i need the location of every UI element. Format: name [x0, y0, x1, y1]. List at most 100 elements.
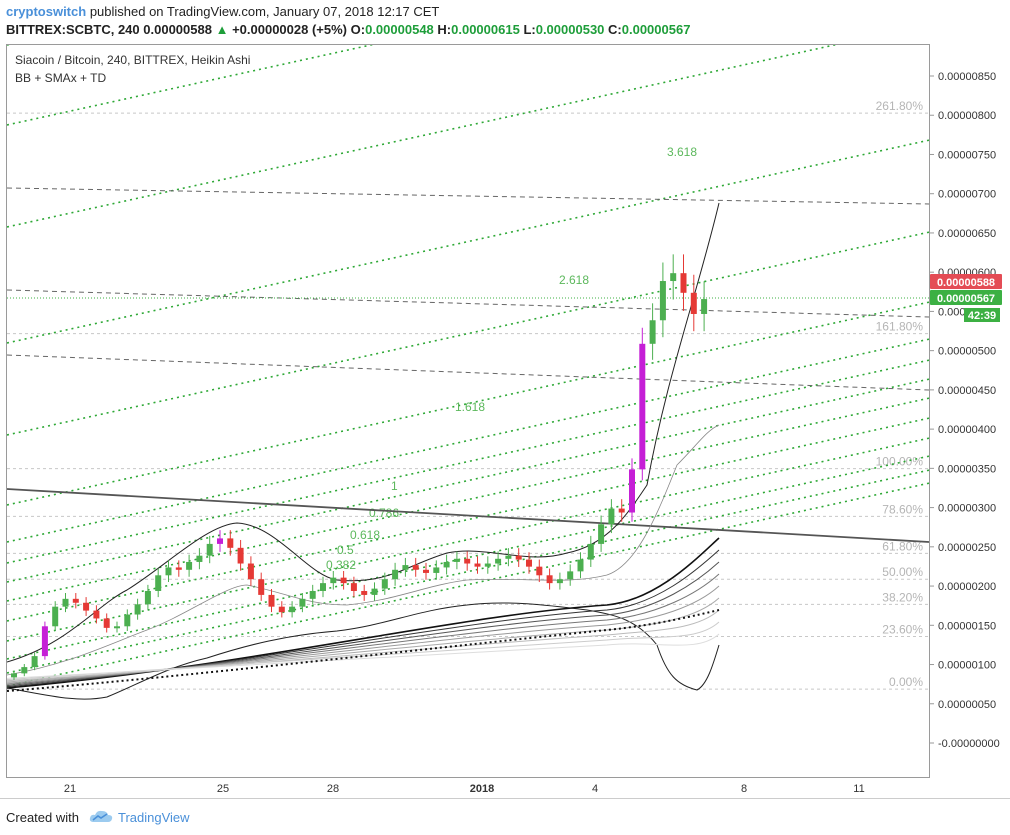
- price-tick-label: 0.00000700: [938, 189, 996, 201]
- countdown-badge-bg: [964, 308, 1000, 322]
- sma-ribbon-line: [7, 549, 720, 688]
- candle-body: [196, 555, 203, 562]
- fib-extension-label: 0.618: [350, 528, 380, 542]
- price-tick-label: 0.00000500: [938, 346, 996, 358]
- time-axis-canvas[interactable]: 21 25 28 2018 4 8 11: [6, 778, 930, 798]
- candle-body: [464, 558, 471, 564]
- candle-body: [515, 555, 522, 560]
- fib-retracement-label: 23.60%: [882, 622, 923, 636]
- candle-body: [124, 614, 131, 627]
- candle-body: [52, 606, 59, 627]
- candle-body: [484, 563, 491, 567]
- price-tick-label: 0.00000250: [938, 542, 996, 554]
- candle-body: [371, 588, 378, 595]
- legend-indicators[interactable]: BB + SMAx + TD: [15, 71, 107, 85]
- candle-body: [443, 561, 450, 568]
- candle-body: [381, 579, 388, 589]
- fib-extension-line: [7, 482, 929, 687]
- change-value: +0.00000028 (+5%): [232, 22, 348, 37]
- fib-extension-label: 1.618: [455, 400, 485, 414]
- price-tick-label: 0.00000050: [938, 699, 996, 711]
- author-link[interactable]: cryptoswitch: [6, 4, 87, 19]
- price-tick-label: 0.00000850: [938, 71, 996, 83]
- fib-extension-label: 1: [391, 479, 398, 493]
- fib-extension-line: [7, 301, 929, 506]
- dashed-trend-line: [7, 354, 929, 391]
- last-price-badge-bg: [930, 274, 1002, 289]
- candle-body: [701, 299, 708, 314]
- chart-canvas[interactable]: 261.80% 161.80% 100.00% 78.60% 61.80% 50.00% 3…: [7, 45, 929, 777]
- candle-body: [330, 577, 337, 584]
- tradingview-cloud-icon: [89, 810, 113, 822]
- price-tick-label: 0.00000300: [938, 503, 996, 515]
- bollinger-lower-band: [7, 602, 720, 700]
- candle-body: [299, 598, 306, 607]
- fib-extension-label: 0.5: [337, 543, 354, 557]
- candle-body: [505, 555, 512, 559]
- candle-body: [350, 583, 357, 591]
- price-tick-label: 0.00000650: [938, 228, 996, 240]
- sma-long-dotted: [7, 609, 720, 692]
- candle-body: [546, 575, 553, 584]
- open-label: O:: [350, 22, 366, 37]
- candle-body: [392, 569, 399, 580]
- price-tick-label: 0.00000450: [938, 385, 996, 397]
- candle-body: [629, 469, 635, 513]
- price-axis[interactable]: 0.00000850 0.00000800 0.00000750 0.00000700…: [930, 44, 1010, 778]
- fib-extension-line: [7, 378, 929, 583]
- candle-body: [361, 590, 368, 595]
- candle-body: [186, 561, 193, 570]
- published-text: published on TradingView.com, January 07…: [89, 4, 440, 19]
- candle-body: [237, 547, 244, 564]
- candle-body: [670, 273, 677, 282]
- sma-ribbon-line: [7, 621, 720, 681]
- sma-ribbon-line: [7, 537, 720, 689]
- time-tick-label: 11: [853, 783, 864, 795]
- candle-body: [412, 565, 419, 570]
- price-axis-canvas[interactable]: 0.00000850 0.00000800 0.00000750 0.00000700…: [930, 44, 1010, 778]
- candle-body: [62, 598, 69, 607]
- dashed-trend-line: [7, 187, 929, 205]
- candle-body: [21, 667, 28, 674]
- price-tick-label: 0.00000100: [938, 660, 996, 672]
- candle-body: [474, 563, 481, 567]
- time-tick-label: 25: [217, 783, 229, 795]
- candle-body: [227, 538, 234, 548]
- fib-extension-line: [7, 338, 929, 543]
- price-tick-label: 0.00000350: [938, 463, 996, 475]
- candle-body: [659, 281, 666, 321]
- fib-retracement-label: 61.80%: [882, 539, 923, 553]
- fib-extension-line: [7, 469, 929, 674]
- candle-body: [72, 598, 79, 603]
- legend-title: Siacoin / Bitcoin, 240, BITTREX, Heikin …: [15, 53, 251, 67]
- candle-body: [639, 343, 646, 470]
- fib-retracement-label: 38.20%: [882, 590, 923, 604]
- close-value: 0.00000567: [621, 22, 691, 37]
- candle-body: [680, 273, 687, 293]
- fib-extension-line: [7, 231, 929, 436]
- time-axis[interactable]: 21 25 28 2018 4 8 11: [6, 778, 930, 798]
- candle-body: [526, 559, 532, 567]
- fib-retracement-label: 0.00%: [889, 675, 923, 689]
- candle-body: [320, 583, 326, 591]
- fib-extension-line: [7, 455, 929, 660]
- chart-pane[interactable]: 261.80% 161.80% 100.00% 78.60% 61.80% 50.00% 3…: [6, 44, 930, 778]
- candle-body: [340, 577, 347, 584]
- high-value: 0.00000615: [451, 22, 520, 37]
- candle-body: [690, 292, 697, 314]
- fib-extension-line: [7, 437, 929, 642]
- low-label: L:: [523, 22, 536, 37]
- price-tick-label: 0.00000150: [938, 620, 996, 632]
- fib-retracement-label: 50.00%: [882, 565, 923, 579]
- fib-extension-line: [7, 45, 375, 126]
- candle-body: [495, 558, 502, 564]
- candle-body: [134, 604, 141, 615]
- bollinger-middle-band: [7, 424, 720, 676]
- price-tick-label: 0.00000750: [938, 149, 996, 161]
- candle-body: [423, 569, 429, 573]
- fib-extension-line: [7, 45, 838, 228]
- candle-body: [217, 538, 223, 544]
- tradingview-brand-link[interactable]: TradingView: [118, 810, 190, 825]
- candle-body: [567, 571, 574, 580]
- resistance-trendline: [7, 488, 929, 543]
